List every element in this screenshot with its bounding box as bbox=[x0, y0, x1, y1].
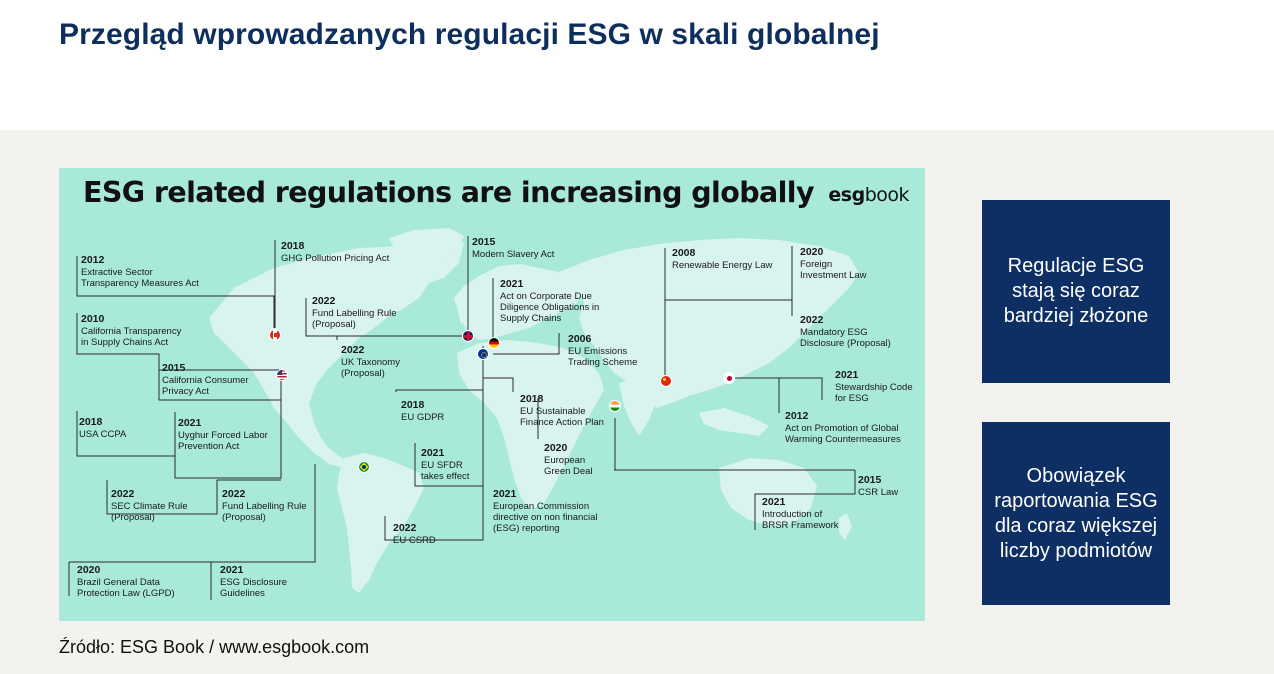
greenland-shape bbox=[389, 228, 464, 264]
regulation-label: 2015 California Consumer Privacy Act bbox=[162, 362, 249, 397]
regulation-label: 2020 Brazil General Data Protection Law (… bbox=[77, 564, 175, 599]
regulation-label: 2006 EU Emissions Trading Scheme bbox=[568, 333, 638, 368]
source-note: Źródło: ESG Book / www.esgbook.com bbox=[59, 637, 370, 657]
info-box-text: Regulacje ESG stają się coraz bardziej z… bbox=[1003, 255, 1149, 327]
regulation-label: 2022 SEC Climate Rule (Proposal) bbox=[111, 488, 188, 523]
regulation-label: 2021 ESG Disclosure Guidelines bbox=[220, 564, 288, 599]
australia-shape bbox=[719, 458, 817, 526]
south-america-shape bbox=[337, 453, 424, 593]
germany-flag-icon bbox=[488, 337, 500, 349]
regulation-label: 2020 European Green Deal bbox=[544, 442, 593, 477]
regulation-label: 2021 Stewardship Code for ESG bbox=[835, 369, 913, 404]
slide-title: Przegląd wprowadzanych regulacji ESG w s… bbox=[59, 18, 880, 51]
info-box-complexity: Regulacje ESG stają się coraz bardziej z… bbox=[982, 200, 1170, 383]
se-asia-shape bbox=[699, 408, 769, 436]
infographic-title: ESG related regulations are increasing g… bbox=[83, 176, 815, 209]
regulation-label: 2018 EU GDPR bbox=[401, 399, 445, 423]
info-box-reporting: Obowiązek raportowania ESG dla coraz wię… bbox=[982, 422, 1170, 605]
regulation-label: 2021 Uyghur Forced Labor Prevention Act bbox=[178, 417, 268, 452]
eu-flag-icon bbox=[477, 348, 489, 360]
regulation-label: 2022 Fund Labelling Rule (Proposal) bbox=[222, 488, 307, 523]
regulation-label: 2022 UK Taxonomy (Proposal) bbox=[341, 344, 400, 379]
europe-shape bbox=[454, 264, 584, 340]
world-map bbox=[68, 228, 859, 600]
info-box-text: Obowiązek raportowania ESG dla coraz wię… bbox=[994, 464, 1158, 562]
regulation-label: 2021 EU SFDR takes effect bbox=[421, 447, 470, 482]
india-flag-icon bbox=[609, 400, 621, 412]
regulation-label: 2022 Fund Labelling Rule (Proposal) bbox=[312, 295, 397, 330]
africa-shape bbox=[457, 340, 604, 510]
esgbook-logo: esgbook bbox=[828, 184, 909, 206]
regulation-label: 2018 USA CCPA bbox=[79, 416, 127, 440]
regulation-label: 2021 Introduction of BRSR Framework bbox=[762, 496, 839, 531]
uk-flag-icon bbox=[462, 330, 474, 342]
regulation-label: 2010 California Transparency in Supply Ch… bbox=[81, 313, 182, 348]
japan-shape bbox=[757, 326, 773, 366]
india-shape bbox=[619, 378, 657, 436]
regulation-label: 2021 Act on Corporate Due Diligence Oblig… bbox=[500, 278, 600, 324]
regulation-label: 2015 Modern Slavery Act bbox=[472, 236, 555, 260]
regulation-label: 2022 Mandatory ESG Disclosure (Proposal) bbox=[800, 314, 891, 349]
china-flag-icon bbox=[660, 375, 672, 387]
japan-flag-icon bbox=[723, 372, 735, 384]
regulation-label: 2018 GHG Pollution Pricing Act bbox=[281, 240, 390, 264]
regulation-label: 2021 European Commission directive on non… bbox=[493, 488, 598, 534]
regulation-label: 2020 Foreign Investment Law bbox=[800, 246, 867, 281]
regulation-label: 2012 Extractive Sector Transparency Measu… bbox=[81, 254, 199, 289]
connector-lines bbox=[68, 236, 856, 600]
regulation-label: 2012 Act on Promotion of Global Warming C… bbox=[785, 410, 901, 445]
regulation-label: 2018 EU Sustainable Finance Action Plan bbox=[520, 393, 604, 428]
regulation-label: 2008 Renewable Energy Law bbox=[672, 247, 773, 271]
asia-shape bbox=[559, 238, 859, 408]
regulation-label: 2015 CSR Law bbox=[858, 474, 899, 498]
new-zealand-shape bbox=[839, 513, 852, 540]
regulation-label: 2022 EU CSRD bbox=[393, 522, 436, 546]
canada-flag-icon bbox=[269, 329, 281, 341]
brazil-flag-icon bbox=[358, 461, 370, 473]
usa-flag-icon bbox=[276, 369, 288, 381]
esg-regulations-infographic: ESG related regulations are increasing g… bbox=[59, 168, 925, 621]
